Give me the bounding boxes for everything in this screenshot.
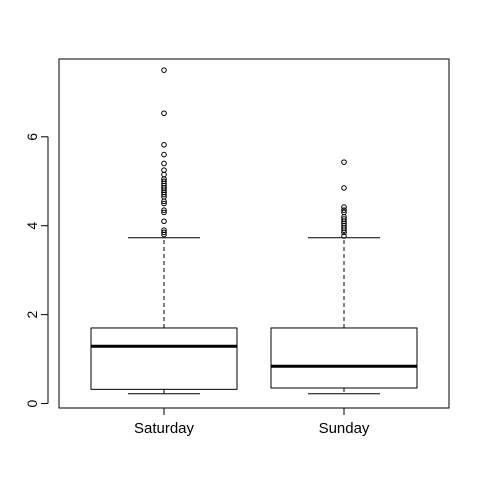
outlier-point	[161, 229, 167, 236]
outlier-point	[341, 233, 347, 239]
iqr-box	[90, 327, 238, 390]
y-tick-label: 0	[24, 399, 40, 407]
outlier-point	[161, 110, 167, 117]
outlier-point	[161, 160, 167, 167]
outlier-point	[161, 171, 167, 178]
y-tick-label: 6	[24, 133, 40, 141]
outlier-point	[161, 209, 167, 216]
x-axis-labels: Saturday Sunday	[134, 408, 370, 437]
y-tick-label: 4	[24, 222, 40, 230]
outlier-point	[341, 159, 347, 165]
outlier-point	[161, 218, 167, 225]
x-tick-label-saturday: Saturday	[134, 420, 195, 437]
box-sunday	[270, 159, 418, 395]
outlier-point	[341, 204, 347, 210]
outlier-point	[161, 207, 167, 213]
box-series	[90, 67, 418, 395]
outlier-point	[161, 167, 167, 173]
outlier-point	[161, 227, 167, 233]
y-axis: 0 2 4 6	[24, 133, 49, 407]
plot-frame	[58, 58, 450, 409]
box-saturday	[90, 67, 238, 395]
outlier-point	[341, 185, 347, 191]
outlier-point	[341, 216, 347, 222]
y-tick-label: 2	[24, 311, 40, 319]
x-tick-label-sunday: Sunday	[319, 420, 370, 437]
outlier-point	[341, 209, 347, 216]
outlier-point	[161, 67, 167, 73]
outlier-point	[341, 207, 347, 213]
iqr-box	[270, 327, 418, 389]
outlier-point	[161, 178, 167, 185]
outlier-point	[161, 151, 167, 158]
outlier-point	[161, 200, 167, 207]
outlier-point	[161, 142, 167, 148]
